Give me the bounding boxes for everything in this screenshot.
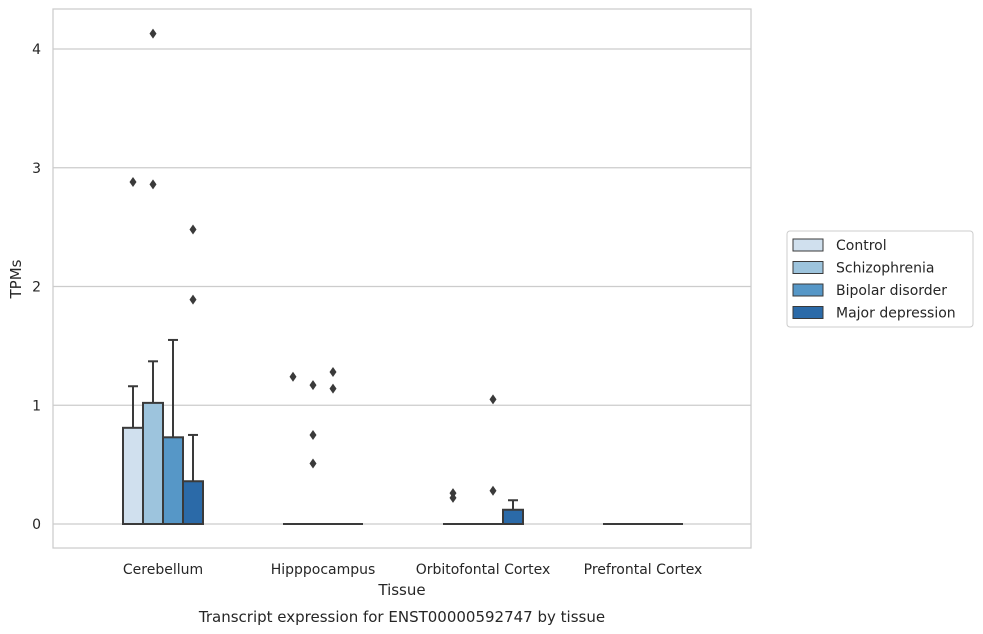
outliers-layer: [129, 28, 497, 503]
x-axis-title: Tissue: [377, 581, 425, 599]
legend-swatch: [792, 306, 824, 319]
outlier-point: [309, 458, 317, 469]
boxes-layer: [122, 338, 683, 525]
outlier-point: [149, 28, 157, 39]
legend-swatch: [792, 261, 824, 274]
outlier-point: [309, 429, 317, 440]
box-rect: [142, 401, 164, 525]
x-tick-label: Cerebellum: [123, 562, 203, 578]
outlier-point: [489, 394, 497, 405]
y-tick-label: 4: [32, 42, 41, 58]
x-tick-labels: Cerebellum Hipppocampus Orbitofontal Corte…: [123, 562, 702, 578]
box-schizophrenia: [142, 360, 164, 525]
box-rect: [122, 426, 144, 525]
legend-label: Major depression: [836, 306, 956, 322]
legend-label: Schizophrenia: [836, 261, 934, 277]
outlier-point: [189, 294, 197, 305]
y-tick-label: 2: [32, 280, 41, 296]
legend-frame: [786, 230, 974, 328]
outlier-point: [149, 179, 157, 190]
box-rect: [182, 480, 204, 525]
outlier-point: [489, 485, 497, 496]
x-tick-label: Hipppocampus: [271, 562, 376, 578]
outlier-point: [289, 371, 297, 382]
outlier-point: [329, 367, 337, 377]
box-rect: [162, 436, 184, 525]
plot-frame: [52, 8, 752, 549]
legend-label: Bipolar disorder: [836, 283, 947, 299]
x-tick-label: Orbitofontal Cortex: [416, 562, 551, 578]
legend-label: Control: [836, 238, 887, 254]
legend-swatch: [792, 238, 824, 252]
y-tick-label: 0: [32, 517, 41, 533]
outlier-point: [189, 224, 197, 235]
y-axis-title: TPMs: [7, 259, 25, 299]
legend-swatch: [792, 283, 824, 297]
box-bipolar-disorder: [162, 338, 184, 525]
chart-caption: Transcript expression for ENST0000059274…: [198, 608, 605, 626]
outlier-point: [449, 488, 457, 499]
outlier-point: [309, 380, 317, 391]
outlier-point: [129, 177, 137, 187]
outlier-point: [329, 383, 337, 394]
box-control: [122, 385, 144, 525]
x-tick-label: Prefrontal Cortex: [584, 562, 703, 578]
y-tick-label: 3: [32, 161, 41, 177]
y-tick-labels: 0 1 2 3 4: [32, 42, 41, 533]
box-rect: [502, 508, 524, 525]
legend: Control Schizophrenia Bipolar disorder Majo…: [786, 230, 974, 328]
y-tick-label: 1: [32, 398, 41, 414]
box-major-depression: [182, 433, 204, 525]
box-major-depression: [502, 499, 524, 525]
